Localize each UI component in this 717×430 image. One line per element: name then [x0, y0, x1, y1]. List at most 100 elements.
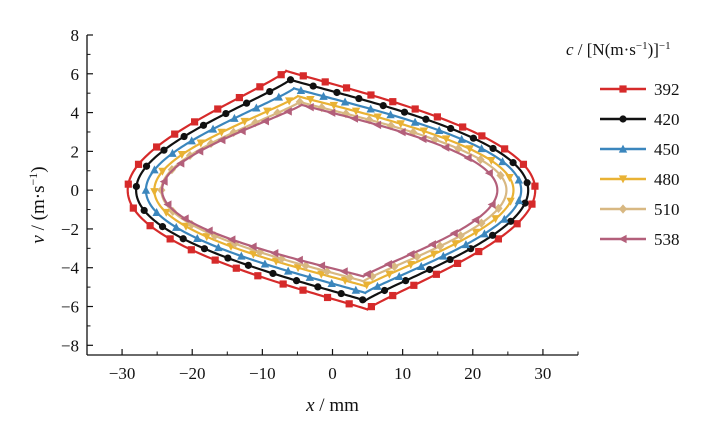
data-point [487, 200, 496, 209]
data-point [279, 280, 287, 288]
data-point [477, 218, 486, 228]
series-line-420 [134, 78, 530, 303]
data-point [195, 147, 204, 156]
data-point [373, 113, 382, 122]
y-tick-label: 8 [71, 26, 80, 45]
data-point [252, 103, 261, 112]
data-point [158, 223, 167, 231]
data-point [217, 135, 226, 145]
x-axis-label: x / mm [305, 395, 359, 416]
data-point [411, 105, 419, 113]
data-point [410, 117, 420, 126]
data-point [323, 293, 332, 302]
data-point [191, 118, 199, 126]
data-point [214, 105, 222, 113]
data-point [345, 272, 354, 283]
data-point [177, 151, 187, 160]
data-point [442, 135, 451, 144]
data-point [475, 247, 483, 256]
data-point [284, 97, 294, 106]
data-point [249, 250, 258, 259]
data-point [380, 286, 389, 295]
data-point [244, 261, 252, 269]
data-point [418, 134, 427, 144]
data-point [429, 250, 439, 259]
legend-marker [618, 234, 627, 244]
data-point [384, 259, 393, 269]
data-point [150, 165, 159, 174]
data-point [351, 285, 361, 294]
legend-item-538: 538 [600, 230, 680, 249]
data-point [389, 291, 397, 300]
data-point [400, 108, 409, 116]
data-point [471, 228, 481, 237]
data-point [227, 235, 236, 244]
data-point [309, 82, 317, 90]
data-point [337, 289, 345, 298]
data-point [498, 157, 507, 166]
data-point [208, 124, 218, 133]
y-tick-label: 0 [71, 181, 80, 200]
data-point [243, 99, 251, 107]
data-point [439, 251, 448, 260]
data-point [456, 231, 465, 241]
data-point [211, 256, 219, 264]
data-point [488, 231, 497, 239]
data-point [283, 266, 293, 275]
data-point [266, 87, 274, 96]
data-point [321, 78, 329, 86]
data-point [232, 264, 240, 272]
data-point [187, 136, 196, 145]
data-point [446, 255, 454, 264]
data-point [317, 261, 326, 270]
data-point [494, 203, 503, 213]
legend-title: c / [N(m·s−1)]−1 [566, 40, 671, 59]
legend-marker [618, 204, 628, 214]
series-450 [141, 85, 524, 295]
data-point [441, 143, 450, 152]
data-point [350, 114, 359, 123]
data-point [385, 270, 394, 279]
data-point [367, 91, 375, 99]
data-point [160, 146, 168, 154]
data-point [463, 153, 472, 163]
data-point [237, 126, 246, 136]
data-point [314, 283, 322, 291]
data-point [270, 248, 279, 258]
data-point [176, 159, 185, 168]
data-point [199, 121, 208, 129]
data-point [158, 167, 167, 176]
data-point [457, 134, 466, 143]
data-point [292, 277, 301, 285]
data-point [274, 92, 284, 101]
data-point [428, 240, 437, 249]
data-point [494, 235, 502, 243]
data-point [397, 127, 406, 137]
data-point [152, 207, 161, 216]
legend-label: 538 [654, 230, 680, 249]
plot-area [124, 69, 539, 311]
legend-item-420: 420 [600, 110, 680, 129]
data-point [146, 222, 154, 230]
data-point [345, 300, 353, 308]
data-point [386, 121, 396, 131]
data-point [301, 261, 310, 271]
data-point [230, 113, 239, 122]
data-point [179, 235, 187, 243]
data-point [217, 128, 226, 137]
data-point [159, 177, 168, 186]
legend-label: 480 [654, 170, 680, 189]
data-point [528, 200, 536, 208]
data-point [140, 206, 148, 215]
data-point [193, 234, 202, 243]
data-point [235, 93, 243, 102]
data-point [487, 157, 496, 166]
legend-item-480: 480 [600, 170, 680, 189]
y-tick-label: −6 [61, 298, 79, 317]
data-point [362, 269, 371, 279]
data-point [251, 118, 260, 128]
data-point [263, 107, 272, 116]
legend-marker [618, 144, 628, 153]
data-point [531, 182, 539, 190]
data-point [202, 233, 211, 242]
